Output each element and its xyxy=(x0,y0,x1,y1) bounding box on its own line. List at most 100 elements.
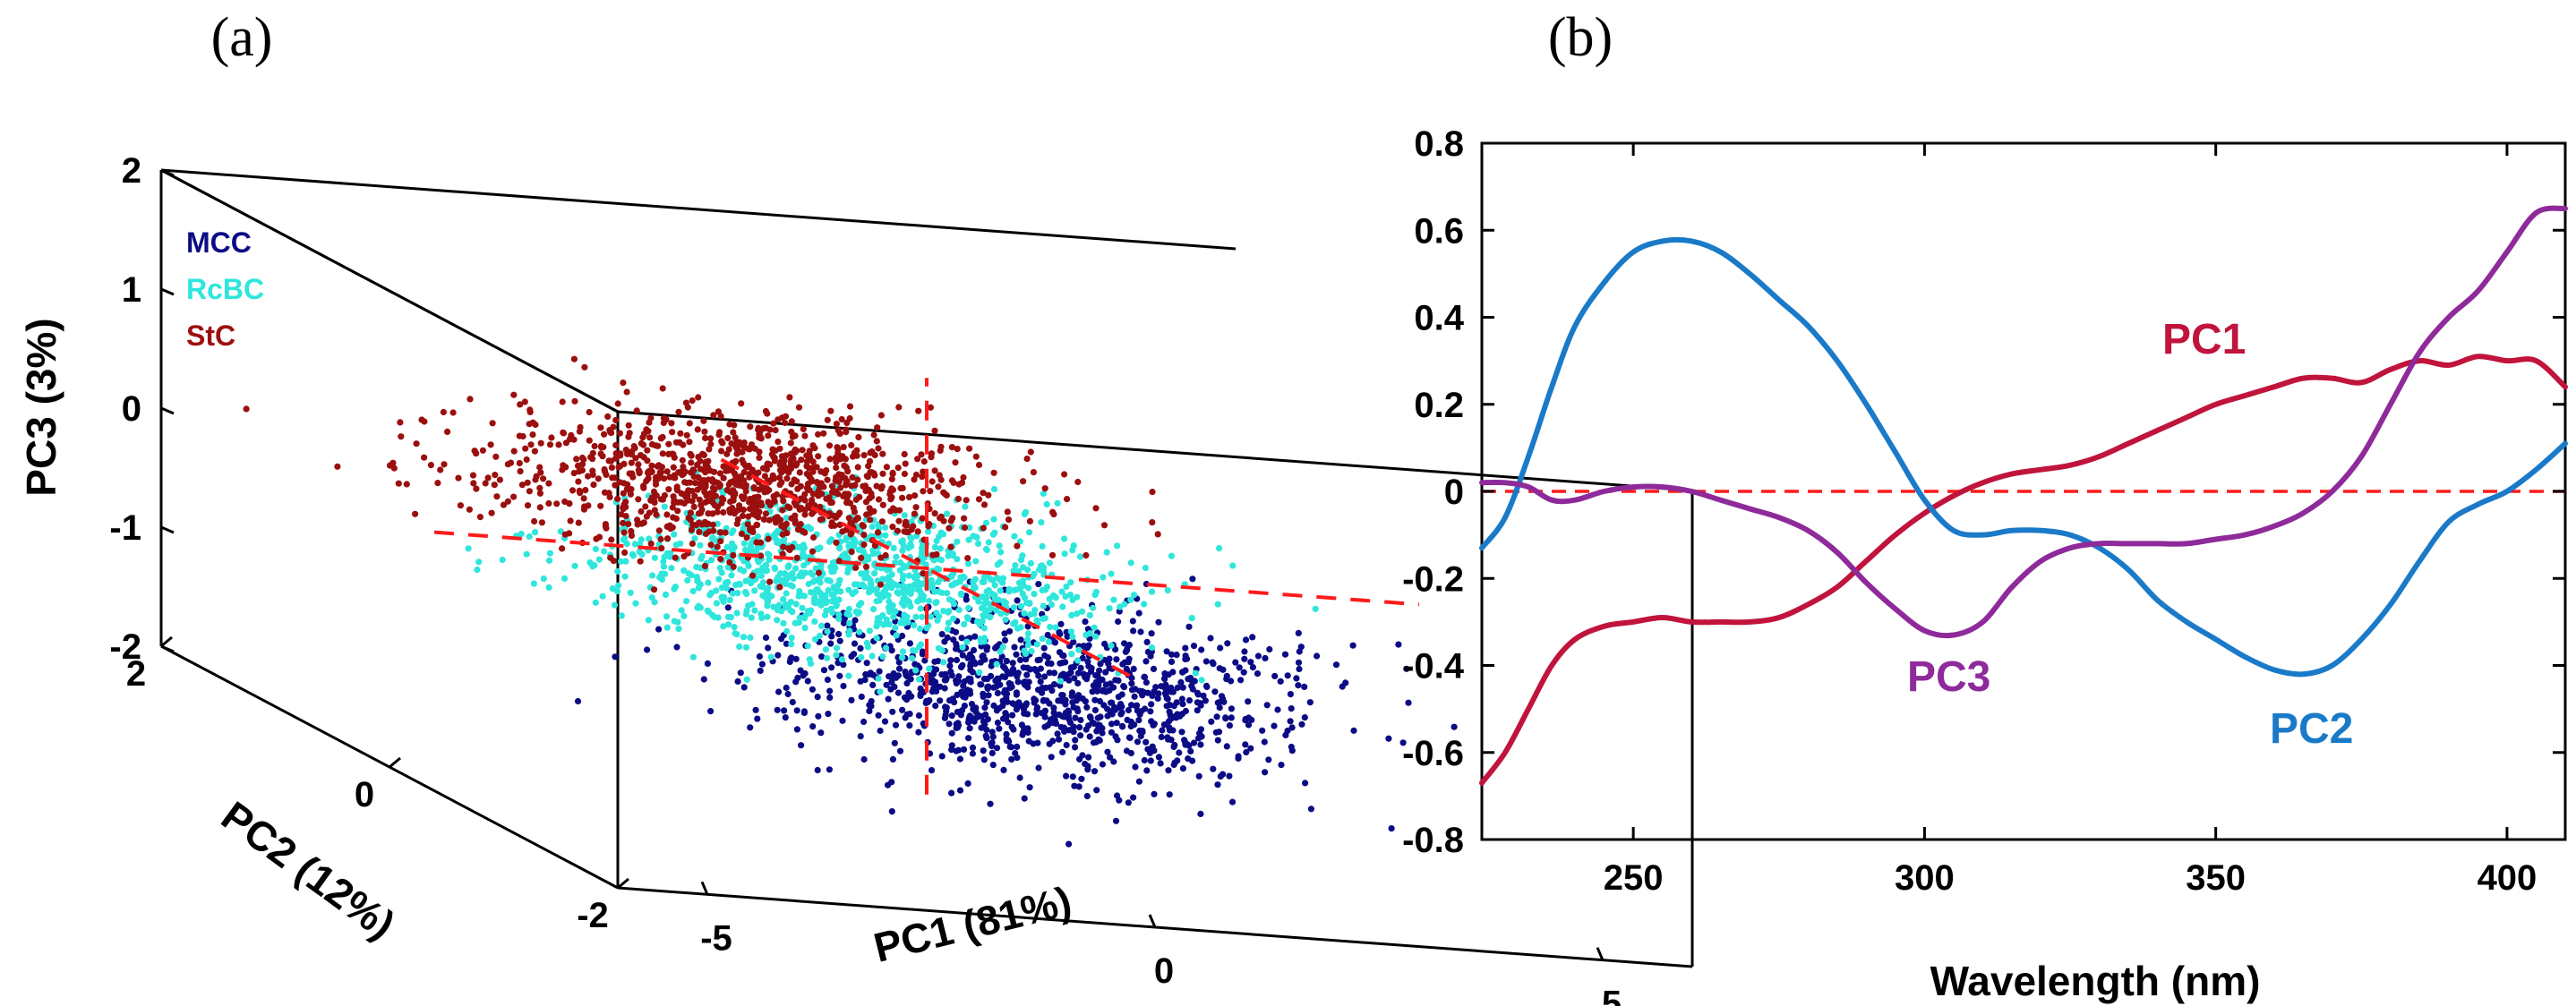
scatter-point xyxy=(994,719,1001,727)
scatter-point xyxy=(911,622,918,629)
scatter-point xyxy=(964,560,971,567)
scatter-point xyxy=(1096,721,1103,729)
box-edge xyxy=(160,168,1237,251)
scatter-point xyxy=(959,644,966,651)
scatter-point xyxy=(792,432,799,439)
scatter-point xyxy=(560,429,567,436)
scatter-point xyxy=(418,416,425,423)
scatter-point xyxy=(612,653,619,661)
scatter-point xyxy=(800,541,808,549)
scatter-point xyxy=(881,718,889,725)
scatter-point xyxy=(895,665,903,672)
scatter-point xyxy=(1061,550,1068,558)
scatter-point xyxy=(761,473,769,480)
scatter-point xyxy=(764,613,771,620)
scatter-point xyxy=(334,463,341,470)
scatter-point xyxy=(1194,691,1202,698)
scatter-point xyxy=(800,425,807,432)
scatter-point xyxy=(798,742,805,749)
scatter-point xyxy=(694,426,701,433)
scatter-point xyxy=(545,557,553,564)
scatter-point xyxy=(1091,706,1099,714)
scatter-point xyxy=(665,440,672,448)
scatter-point xyxy=(926,597,933,605)
scatter-point xyxy=(941,677,948,684)
scatter-point xyxy=(707,541,715,549)
scatter-point xyxy=(1045,638,1052,645)
scatter-point xyxy=(1314,652,1321,660)
scatter-point xyxy=(1130,665,1137,673)
scatter-point xyxy=(963,497,970,504)
scatter-point xyxy=(708,491,716,499)
series-line-pc2 xyxy=(1479,236,2568,678)
scatter-point xyxy=(1198,646,1205,653)
scatter-point xyxy=(586,437,593,444)
scatter-point xyxy=(949,695,956,703)
scatter-point xyxy=(510,448,518,455)
y-tick-label: 0.6 xyxy=(1414,211,1464,251)
scatter-point xyxy=(455,474,462,482)
scatter-point xyxy=(484,474,492,482)
scatter-point xyxy=(1023,656,1030,663)
scatter-point xyxy=(726,421,733,428)
scatter-point xyxy=(1043,584,1051,591)
scatter-point xyxy=(728,440,735,448)
scatter-point xyxy=(863,639,871,647)
scatter-point xyxy=(740,483,748,490)
scatter-point xyxy=(1065,840,1073,848)
scatter-point xyxy=(984,684,991,691)
scatter-point xyxy=(604,413,612,420)
scatter-point xyxy=(1077,664,1084,672)
scatter-point xyxy=(1195,772,1202,780)
scatter-point xyxy=(818,516,826,523)
scatter-point xyxy=(759,465,767,472)
scatter-point xyxy=(697,604,704,611)
scatter-point xyxy=(739,448,746,456)
scatter-point xyxy=(474,566,481,574)
scatter-point xyxy=(652,481,660,488)
scatter-point xyxy=(772,427,779,434)
z-tick-mark xyxy=(160,644,175,653)
scatter-point xyxy=(888,678,895,686)
scatter-point xyxy=(724,578,732,586)
scatter-point xyxy=(524,502,532,509)
scatter-point xyxy=(1151,790,1158,797)
scatter-point xyxy=(806,610,813,617)
scatter-point xyxy=(912,667,920,674)
scatter-point xyxy=(1247,659,1254,666)
scatter-point xyxy=(947,517,954,524)
scatter-point xyxy=(482,480,489,487)
scatter-point xyxy=(1055,697,1062,704)
scatter-point xyxy=(901,450,908,458)
scatter-point xyxy=(1171,741,1178,749)
scatter-point xyxy=(866,585,873,593)
scatter-point xyxy=(597,424,604,431)
scatter-point xyxy=(757,667,764,675)
scatter-point xyxy=(877,593,885,601)
scatter-point xyxy=(815,431,822,438)
scatter-point xyxy=(905,493,913,501)
scatter-point xyxy=(801,615,809,622)
scatter-point xyxy=(1063,628,1070,635)
scatter-point xyxy=(1223,672,1230,679)
scatter-point xyxy=(1179,765,1186,772)
scatter-point xyxy=(403,481,410,488)
scatter-point xyxy=(1405,699,1412,706)
scatter-point xyxy=(845,491,852,499)
scatter-point xyxy=(670,493,677,500)
scatter-point xyxy=(852,537,859,544)
scatter-point xyxy=(1024,623,1031,630)
scatter-point xyxy=(726,506,733,514)
scatter-point xyxy=(807,589,815,596)
y-tick-label: -2 xyxy=(577,896,609,935)
scatter-point xyxy=(760,516,767,524)
scatter-point xyxy=(1033,705,1040,713)
scatter-point xyxy=(713,600,721,607)
scatter-point xyxy=(865,486,872,493)
scatter-point xyxy=(1182,652,1189,660)
scatter-point xyxy=(1035,581,1042,588)
scatter-point xyxy=(901,619,908,627)
scatter-point xyxy=(1182,667,1189,674)
scatter-point xyxy=(985,491,992,499)
scatter-point xyxy=(1332,661,1340,669)
